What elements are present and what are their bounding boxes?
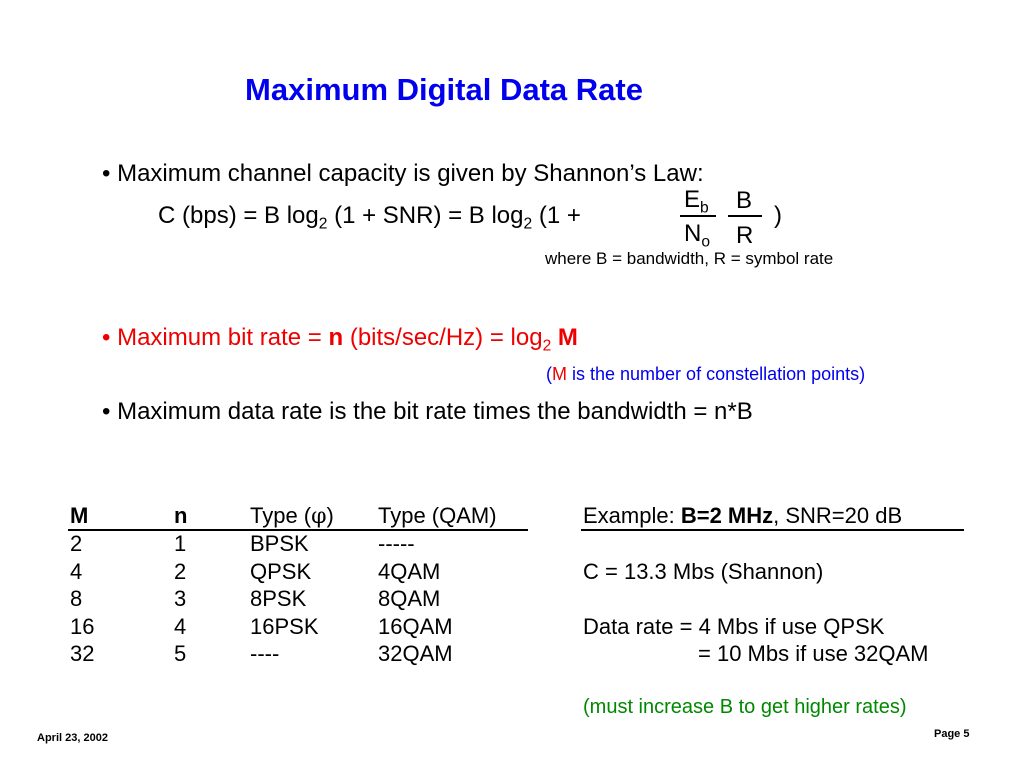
example-rate-32qam: = 10 Mbs if use 32QAM (698, 641, 929, 666)
cell-m: 16 (70, 614, 95, 639)
formula-mid: (1 + SNR) = B log (327, 202, 524, 229)
cell-type: ---- (250, 641, 280, 666)
cell-m: 32 (70, 641, 95, 666)
formula-lhs: C (bps) = B log (158, 202, 319, 229)
page-title: Maximum Digital Data Rate (245, 72, 643, 107)
footer-date: April 23, 2002 (37, 732, 108, 744)
note-m: M (552, 364, 567, 384)
bit-rate-m: M (551, 324, 578, 351)
cell-n: 5 (174, 641, 187, 666)
formula-close-paren: ) (774, 202, 782, 229)
header-type-open: Type ( (250, 503, 312, 528)
cell-qam: 8QAM (378, 586, 441, 611)
formula-sub: 2 (318, 215, 328, 233)
bullet-data-rate: • Maximum data rate is the bit rate time… (102, 398, 753, 426)
fraction-bar (728, 215, 762, 217)
where-note: where B = bandwidth, R = symbol rate (545, 249, 834, 268)
cell-n: 4 (174, 614, 187, 639)
fraction-no-denominator: No (684, 220, 711, 251)
table-header-type-qam: Type (QAM) (378, 503, 497, 528)
bullet-shannon: • Maximum channel capacity is given by S… (102, 160, 704, 188)
example-label: Example: (583, 503, 681, 528)
no-n: N (684, 220, 702, 247)
cell-qam: 32QAM (378, 641, 453, 666)
bullet-dot: • (102, 398, 118, 425)
bullet-dot: • (102, 324, 118, 351)
cell-type: QPSK (250, 559, 312, 584)
bullet-bit-rate: • Maximum bit rate = n (bits/sec/Hz) = l… (102, 324, 578, 355)
fraction-bar (680, 215, 716, 217)
shannon-formula: C (bps) = B log2 (1 + SNR) = B log2 (1 + (158, 202, 581, 233)
cell-qam: ----- (378, 531, 415, 556)
fraction-eb-numerator: Eb (684, 186, 709, 217)
formula-sub: 2 (523, 215, 533, 233)
no-sub: o (701, 233, 711, 251)
bullet-text: Maximum data rate is the bit rate times … (117, 398, 753, 425)
example-note: (must increase B to get higher rates) (583, 696, 907, 718)
bit-rate-sub: 2 (542, 337, 552, 355)
example-rate-qpsk: Data rate = 4 Mbs if use QPSK (583, 614, 885, 639)
note-open: ( (546, 364, 552, 384)
bullet-dot: • (102, 160, 118, 187)
cell-m: 2 (70, 531, 83, 556)
phi-symbol: φ (311, 504, 327, 529)
eb-sub: b (700, 199, 709, 217)
cell-qam: 16QAM (378, 614, 453, 639)
example-capacity: C = 13.3 Mbs (Shannon) (583, 559, 824, 584)
note-rest: is the number of constellation points) (567, 364, 866, 384)
formula-tail: (1 + (532, 202, 581, 229)
bit-rate-pre: Maximum bit rate = (117, 324, 329, 351)
table-header-m: M (70, 503, 89, 528)
cell-n: 2 (174, 559, 187, 584)
fraction-b-numerator: B (736, 187, 753, 214)
table-header-type-phi: Type (φ) (250, 503, 334, 529)
example-snr: , SNR=20 dB (773, 503, 903, 528)
constellation-note: (M is the number of constellation points… (546, 364, 865, 385)
header-type-close: ) (326, 503, 334, 528)
cell-qam: 4QAM (378, 559, 441, 584)
bit-rate-mid: (bits/sec/Hz) = log (343, 324, 543, 351)
bit-rate-n: n (328, 324, 344, 351)
example-heading: Example: B=2 MHz, SNR=20 dB (583, 503, 902, 529)
cell-m: 8 (70, 586, 83, 611)
fraction-r-denominator: R (736, 222, 754, 249)
bullet-text: Maximum channel capacity is given by Sha… (117, 160, 704, 187)
cell-n: 3 (174, 586, 187, 611)
cell-type: 16PSK (250, 614, 319, 639)
footer-page-number: Page 5 (934, 728, 970, 740)
cell-type: BPSK (250, 531, 309, 556)
cell-m: 4 (70, 559, 83, 584)
eb-e: E (684, 186, 701, 213)
cell-n: 1 (174, 531, 187, 556)
table-header-rule (68, 529, 528, 531)
table-header-n: n (174, 503, 188, 528)
example-rule (581, 529, 964, 531)
example-bandwidth: B=2 MHz (680, 503, 774, 528)
cell-type: 8PSK (250, 586, 307, 611)
